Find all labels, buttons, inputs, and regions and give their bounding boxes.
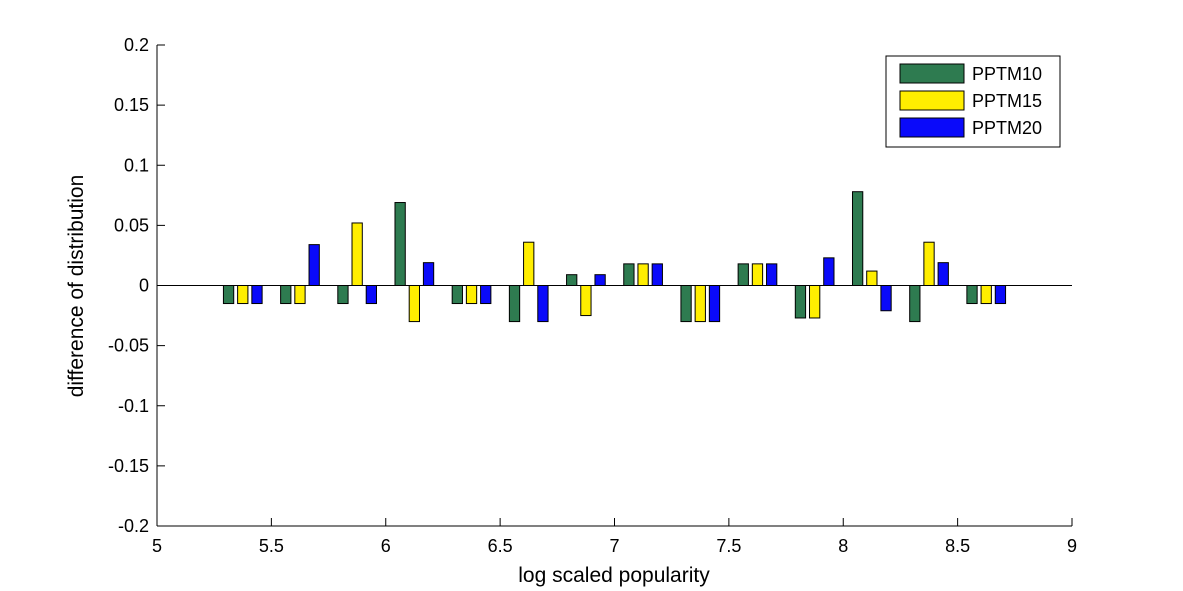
bar-pptm20-7 <box>651 263 663 286</box>
bar-pptm10-3 <box>394 202 406 286</box>
bar-pptm10-8 <box>680 285 692 323</box>
bar-pptm20-2 <box>365 285 377 305</box>
x-tick-label: 6.5 <box>488 536 513 556</box>
y-tick-label: -0.05 <box>108 336 149 356</box>
bar-pptm15-9 <box>751 263 764 286</box>
y-tick-label: -0.2 <box>118 516 149 536</box>
bar-pptm15-8 <box>694 285 706 323</box>
y-tick-label: -0.1 <box>118 396 149 416</box>
bar-pptm10-13 <box>966 285 978 305</box>
bar-pptm10-10 <box>794 285 807 319</box>
bar-pptm10-2 <box>337 285 349 305</box>
bar-pptm20-10 <box>823 257 835 286</box>
bar-pptm10-1 <box>280 285 292 305</box>
y-tick-label: -0.15 <box>108 456 149 476</box>
x-tick-label: 7 <box>609 536 619 556</box>
bar-pptm15-12 <box>923 241 935 287</box>
bar-pptm20-12 <box>937 262 949 286</box>
x-tick-label: 9 <box>1067 536 1077 556</box>
bar-pptm15-4 <box>465 285 478 305</box>
bar-pptm10-5 <box>508 285 521 323</box>
bar-pptm15-6 <box>580 285 592 317</box>
legend-swatch-pptm20 <box>899 117 965 138</box>
bar-pptm20-13 <box>994 285 1007 305</box>
bar-pptm15-11 <box>866 270 878 287</box>
bar-pptm20-3 <box>422 262 435 286</box>
bar-pptm15-3 <box>408 285 420 323</box>
bar-pptm20-9 <box>766 263 778 286</box>
legend-label-pptm10: PPTM10 <box>972 64 1042 84</box>
bar-pptm10-4 <box>451 285 463 305</box>
bar-pptm15-2 <box>351 222 363 286</box>
bar-pptm15-7 <box>637 263 649 286</box>
bar-pptm20-1 <box>308 244 320 286</box>
x-tick-label: 8.5 <box>945 536 970 556</box>
bar-pptm15-10 <box>809 285 821 319</box>
bar-pptm20-0 <box>251 285 263 305</box>
bar-pptm15-0 <box>237 285 249 305</box>
bar-pptm20-8 <box>708 285 721 323</box>
bar-pptm20-5 <box>537 285 549 323</box>
x-tick-label: 8 <box>838 536 848 556</box>
bar-pptm20-4 <box>480 285 492 305</box>
legend-label-pptm20: PPTM20 <box>972 118 1042 138</box>
bar-pptm10-6 <box>566 274 578 286</box>
bar-pptm15-13 <box>980 285 992 305</box>
x-tick-label: 5.5 <box>259 536 284 556</box>
bar-pptm10-12 <box>909 285 921 323</box>
bar-pptm10-11 <box>851 191 864 286</box>
bar-pptm20-11 <box>880 285 892 312</box>
bar-pptm10-7 <box>623 263 635 286</box>
x-tick-label: 6 <box>381 536 391 556</box>
bar-pptm10-0 <box>222 285 235 305</box>
legend: PPTM10 PPTM15 PPTM20 <box>885 55 1061 148</box>
y-tick-label: 0.05 <box>114 215 149 235</box>
y-tick-label: 0.15 <box>114 95 149 115</box>
bar-pptm15-1 <box>294 285 306 305</box>
x-tick-label: 7.5 <box>716 536 741 556</box>
y-axis-title: difference of distribution <box>65 175 88 398</box>
bar-pptm20-6 <box>594 274 606 286</box>
legend-label-pptm15: PPTM15 <box>972 91 1042 111</box>
y-tick-label: 0.2 <box>124 35 149 55</box>
x-tick-label: 5 <box>152 536 162 556</box>
bar-pptm10-9 <box>737 263 749 286</box>
legend-swatch-pptm10 <box>899 63 965 84</box>
bar-pptm15-5 <box>523 241 535 287</box>
axes-layer: 5 5.5 6 6.5 7 7.5 8 8.5 9 0.2 0.15 0.1 0.05 0 -0.05 -0.… <box>108 35 1077 556</box>
y-tick-label: 0.1 <box>124 155 149 175</box>
x-axis-title: log scaled popularity <box>518 564 710 587</box>
legend-swatch-pptm15 <box>899 90 965 111</box>
y-tick-label: 0 <box>139 276 149 296</box>
